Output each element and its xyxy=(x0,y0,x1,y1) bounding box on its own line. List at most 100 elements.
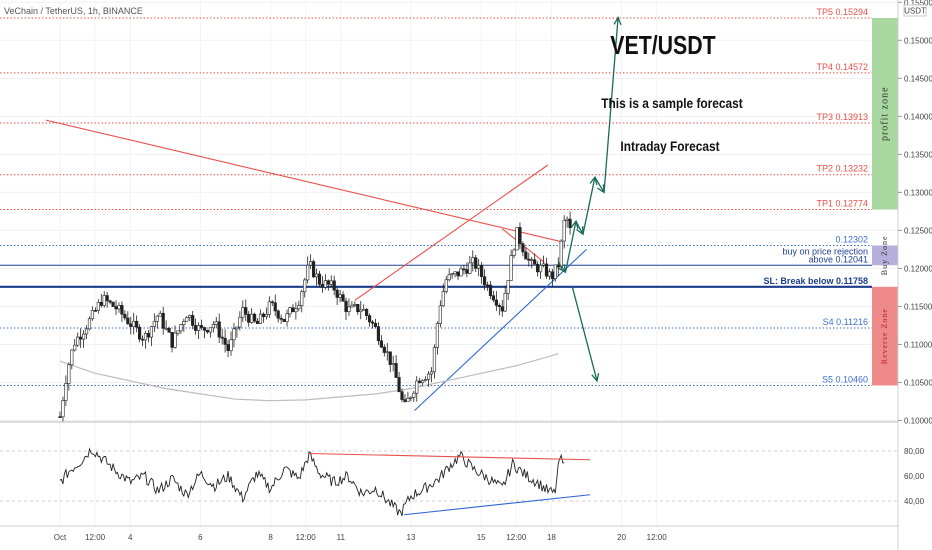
candle-body xyxy=(394,363,398,378)
currency-badge[interactable] xyxy=(903,4,927,17)
candle-body xyxy=(61,400,65,418)
x-tick-label: 8 xyxy=(268,533,273,542)
buy-note-label: buy on price rejection xyxy=(782,246,868,256)
candle-body xyxy=(550,271,554,280)
candle-body xyxy=(67,364,71,384)
candle-body xyxy=(429,371,434,375)
candle-body xyxy=(370,321,375,324)
candle-body xyxy=(450,273,454,276)
candle-body xyxy=(167,327,171,333)
candle-body xyxy=(176,330,180,334)
level-label-tp5: TP5 0.15294 xyxy=(816,7,868,17)
level-label-s4: S4 0.11216 xyxy=(823,317,868,327)
candle-body xyxy=(146,332,151,338)
candle-body xyxy=(474,257,478,269)
candle-body xyxy=(314,273,319,278)
candle-body xyxy=(73,344,77,351)
forecast-arrow xyxy=(575,220,584,235)
y-tick-label: 0.11500 xyxy=(904,302,932,311)
candle-body xyxy=(202,327,207,331)
candle-body xyxy=(524,251,528,260)
candle-body xyxy=(341,294,345,302)
x-tick-label: 6 xyxy=(198,533,203,542)
candle-body xyxy=(547,271,552,277)
forecast-arrow xyxy=(603,17,619,193)
candle-body xyxy=(503,292,507,312)
trendline xyxy=(354,164,549,301)
candle-body xyxy=(300,291,304,306)
candle-body xyxy=(232,328,236,341)
level-label-s5: S5 0.10460 xyxy=(822,375,868,385)
candle-body xyxy=(155,315,159,322)
rsi-tick-label: 80,00 xyxy=(904,447,925,456)
candle-body xyxy=(491,295,496,301)
candle-body xyxy=(309,261,313,266)
candle-body xyxy=(541,263,546,266)
candle-body xyxy=(185,317,189,322)
candle-body xyxy=(530,259,534,261)
candle-body xyxy=(108,300,112,303)
y-tick-label: 0.13500 xyxy=(904,150,932,159)
trendlines xyxy=(45,119,587,411)
candle-body xyxy=(140,338,145,341)
candle-body xyxy=(282,319,286,322)
candle-body xyxy=(536,263,540,273)
candle-body xyxy=(191,315,195,326)
candle-body xyxy=(415,380,419,394)
candle-body xyxy=(149,326,154,338)
candle-body xyxy=(105,295,109,302)
grid xyxy=(0,0,898,526)
candle-body xyxy=(205,329,210,333)
x-axis-ticks: Oct 12:00 4 6 8 12:00 11 13 15 12:00 18 20 12:00 xyxy=(54,533,667,542)
candle-body xyxy=(468,262,472,274)
y-tick-label: 0.15500 xyxy=(904,0,932,7)
candle-body xyxy=(453,271,457,275)
candle-body xyxy=(533,259,537,265)
candle-body xyxy=(182,320,186,325)
candle-body xyxy=(217,321,221,338)
candle-body xyxy=(297,305,301,310)
moving-average-line xyxy=(59,353,559,402)
annotation-intraday-forecast: Intraday Forecast xyxy=(620,138,720,154)
candle-body xyxy=(527,258,531,261)
candle-body xyxy=(123,313,127,319)
candle-body xyxy=(90,310,95,320)
rsi-line xyxy=(59,447,565,517)
candle-body xyxy=(332,280,336,291)
forecast-arrow xyxy=(594,176,605,193)
candle-body xyxy=(93,310,97,312)
level-label-tp4: TP4 0.14572 xyxy=(816,62,868,72)
candle-body xyxy=(220,336,224,339)
y-tick-label: 0.10500 xyxy=(904,378,932,387)
profit-zone-label: profit zone xyxy=(879,86,890,141)
candle-body xyxy=(365,309,369,316)
x-tick-label: 12:00 xyxy=(296,533,317,542)
candle-body xyxy=(385,351,389,354)
candle-body xyxy=(226,344,230,352)
candle-body xyxy=(135,320,139,328)
candle-body xyxy=(84,328,89,335)
candle-body xyxy=(214,321,218,325)
candle-body xyxy=(258,313,263,324)
currency-label[interactable]: USDT xyxy=(904,7,926,16)
candle-body xyxy=(391,363,395,365)
candle-body xyxy=(568,218,572,228)
candle-body xyxy=(462,268,466,271)
candle-body xyxy=(199,325,204,328)
candle-body xyxy=(288,307,292,315)
candle-body xyxy=(70,349,74,366)
candle-body xyxy=(264,314,268,318)
candle-body xyxy=(444,279,448,292)
zones: profit zone Buy Zone Reverse Zone xyxy=(872,17,898,386)
candle-body xyxy=(362,309,366,311)
profit-zone xyxy=(872,17,898,210)
candle-body xyxy=(323,280,327,288)
candle-body xyxy=(229,339,233,352)
candle-body xyxy=(223,337,227,345)
candle-body xyxy=(353,304,357,306)
candle-body xyxy=(397,377,401,392)
candle-body xyxy=(506,280,510,294)
candle-body xyxy=(235,326,239,330)
candle-body xyxy=(303,279,307,293)
